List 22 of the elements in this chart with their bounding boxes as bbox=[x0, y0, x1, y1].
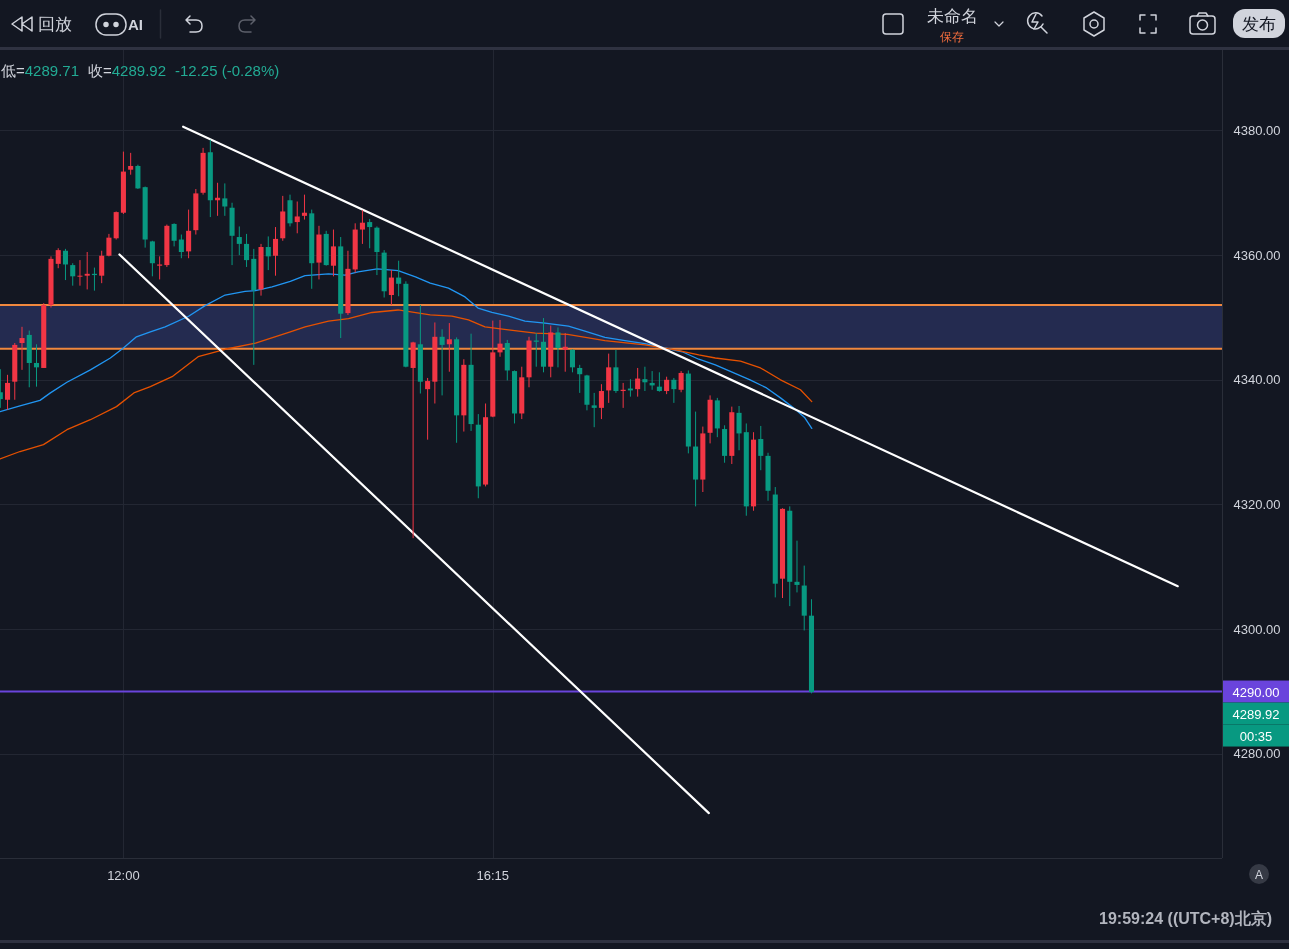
y-tick-label: 4320.00 bbox=[1233, 497, 1281, 512]
annotation: 收=4289.92 bbox=[88, 62, 166, 79]
annotation: -12.25 (-0.28%) bbox=[175, 62, 280, 79]
countdown-label: 00:35 bbox=[1223, 724, 1289, 747]
auto-scale-button: A bbox=[1249, 864, 1269, 884]
text: 保存 bbox=[940, 30, 964, 44]
text: 未命名 bbox=[926, 7, 978, 26]
text: AI bbox=[128, 16, 143, 33]
y-tick-label: 4380.00 bbox=[1233, 122, 1281, 138]
text: 回放 bbox=[38, 15, 72, 34]
x-tick-label: 12:00 bbox=[107, 868, 140, 883]
y-tick-label: 4300.00 bbox=[1233, 621, 1281, 637]
ref-line-label: 4290.00 bbox=[1223, 680, 1289, 703]
y-tick-label: 4280.00 bbox=[1233, 746, 1281, 762]
last-price-label: 4289.92 bbox=[1223, 702, 1289, 725]
publish-button: 发布 bbox=[1233, 9, 1285, 38]
text: 19:59:24 ((UTC+8)北京) bbox=[1099, 910, 1272, 927]
ref-line-label: 4290.00 bbox=[1232, 684, 1280, 700]
x-tick-label: 16:15 bbox=[476, 868, 510, 883]
y-tick-label: 4340.00 bbox=[1233, 372, 1281, 388]
y-tick-label: 4360.00 bbox=[1233, 247, 1281, 263]
annotation: 低=4289.71 bbox=[1, 62, 79, 79]
